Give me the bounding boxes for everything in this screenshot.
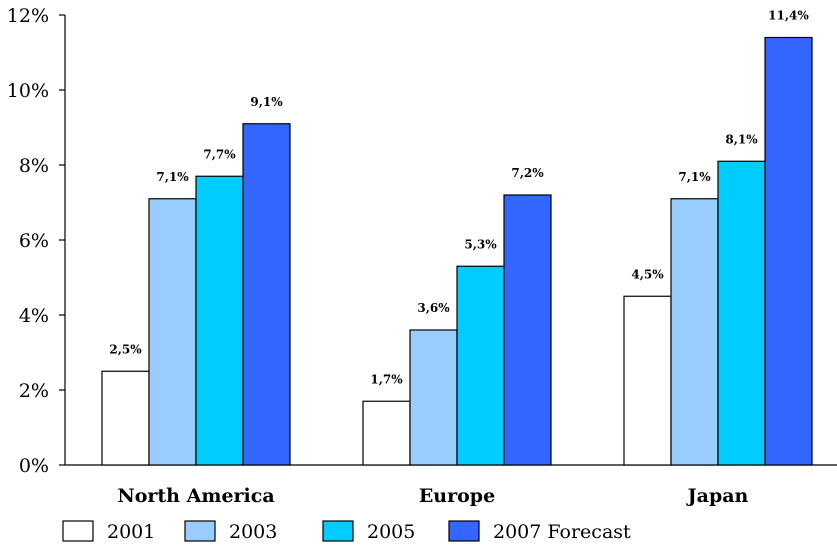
- bar-2005-north-america: [195, 175, 244, 466]
- y-tick-label: 2%: [19, 380, 49, 402]
- bar-2001-north-america: [101, 370, 150, 466]
- legend-swatch: [322, 520, 354, 542]
- legend-label: 2001: [107, 521, 155, 543]
- y-tick-label: 8%: [19, 155, 49, 177]
- bar-2003-north-america: [148, 198, 197, 466]
- legend-label: 2005: [367, 521, 415, 543]
- legend-swatch: [184, 520, 216, 542]
- bar-2007-forecast-north-america: [242, 123, 291, 466]
- bar-2005-europe: [456, 265, 505, 466]
- x-category-label: Japan: [686, 485, 749, 507]
- data-label: 7,1%: [156, 170, 189, 184]
- bar-2007-forecast-europe: [503, 194, 552, 466]
- data-label: 7,7%: [203, 147, 236, 161]
- x-category-label: Europe: [419, 485, 495, 507]
- legend-swatch: [62, 520, 94, 542]
- y-tick-label: 10%: [7, 80, 49, 102]
- legend-swatch: [448, 520, 480, 542]
- data-label: 9,1%: [250, 95, 283, 109]
- bar-2003-europe: [409, 329, 458, 466]
- chart-legend: 2001 2003 2005 2007 Forecast: [62, 520, 631, 543]
- y-tick-label: 6%: [19, 230, 49, 252]
- data-label: 1,7%: [370, 372, 403, 386]
- x-category-label: North America: [117, 485, 274, 507]
- chart-bars: 2,5% 7,1% 7,7% 9,1% 1,7% 3,6% 5,3% 7,2% 4,5% 7,1%…: [101, 9, 813, 466]
- data-label: 7,2%: [511, 166, 544, 180]
- data-label: 3,6%: [417, 301, 450, 315]
- bar-2001-europe: [362, 400, 411, 466]
- y-tick-label: 12%: [7, 5, 49, 27]
- bar-2001-japan: [623, 295, 672, 466]
- data-label: 8,1%: [725, 132, 758, 146]
- legend-label: 2007 Forecast: [493, 521, 631, 543]
- bar-2005-japan: [717, 160, 766, 466]
- data-label: 4,5%: [631, 267, 664, 281]
- y-tick-label: 0%: [19, 455, 49, 477]
- chart-axes: 0% 2% 4% 6% 8% 10% 12% North America Europe Japan: [7, 5, 837, 507]
- bar-2007-forecast-japan: [764, 36, 813, 466]
- data-label: 2,5%: [109, 342, 142, 356]
- data-label: 5,3%: [464, 237, 497, 251]
- data-label: 7,1%: [678, 170, 711, 184]
- bar-2003-japan: [670, 198, 719, 466]
- y-tick-label: 4%: [19, 305, 49, 327]
- data-label: 11,4%: [768, 9, 809, 23]
- legend-label: 2003: [229, 521, 277, 543]
